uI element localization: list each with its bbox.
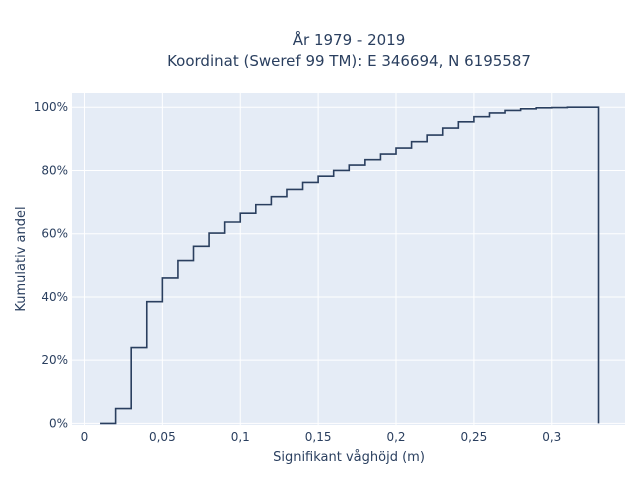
y-tick-label: 100% bbox=[34, 100, 68, 114]
x-tick-label: 0,3 bbox=[542, 430, 561, 444]
y-tick-label: 60% bbox=[41, 227, 68, 241]
x-tick-label: 0,15 bbox=[305, 430, 332, 444]
chart-title-line-1: År 1979 - 2019 bbox=[293, 30, 406, 49]
y-tick-label: 40% bbox=[41, 290, 68, 304]
cumulative-step-line bbox=[100, 106, 600, 425]
x-tick-label: 0,2 bbox=[386, 430, 405, 444]
chart-title-line-2: Koordinat (Sweref 99 TM): E 346694, N 61… bbox=[167, 52, 531, 70]
y-tick-label: 0% bbox=[49, 416, 68, 430]
x-tick-label: 0,25 bbox=[461, 430, 488, 444]
y-tick-label: 20% bbox=[41, 353, 68, 367]
grid bbox=[72, 93, 625, 425]
x-axis-label: Signifikant våghöjd (m) bbox=[273, 450, 425, 465]
plot-area bbox=[72, 93, 625, 425]
y-axis-label: Kumulativ andel bbox=[14, 206, 29, 311]
tick-labels: 0 0,05 0,1 0,15 0,2 0,25 0,3 0% 20% 40% 60% 80% 100% bbox=[34, 100, 562, 444]
x-tick-label: 0 bbox=[81, 430, 89, 444]
x-tick-label: 0,05 bbox=[149, 430, 176, 444]
y-tick-label: 80% bbox=[41, 163, 68, 177]
x-tick-label: 0,1 bbox=[231, 430, 250, 444]
